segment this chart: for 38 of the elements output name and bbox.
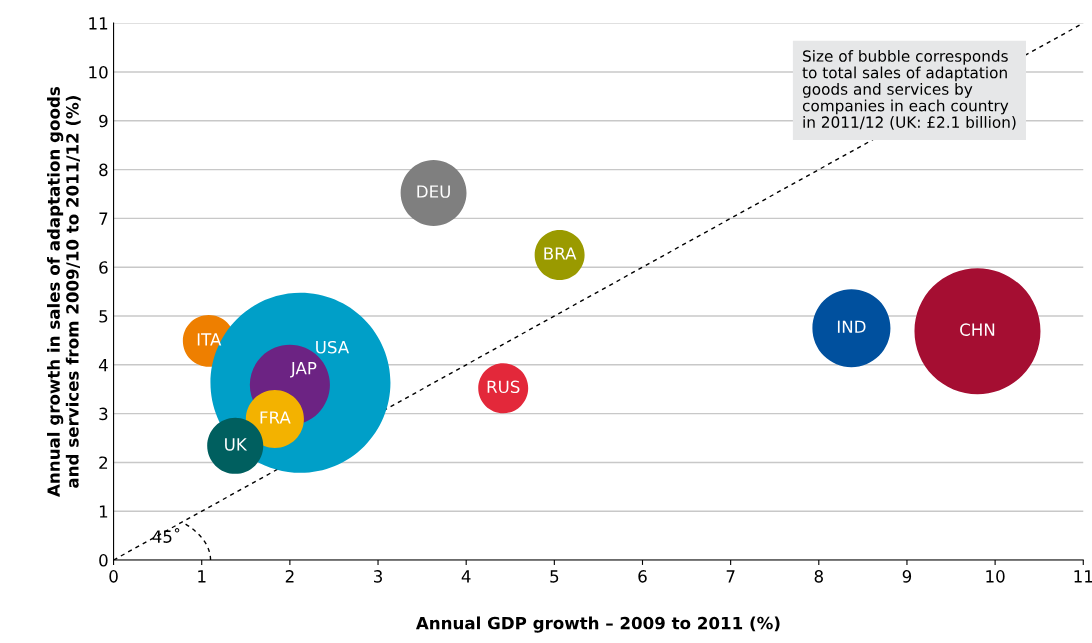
annotation: Size of bubble corresponds to total sales of adaptation goods and services by companies in each country in 2011/12 (UK: £2.1 billion) [802,49,1016,130]
series-label: DEU [417,185,450,198]
y-axis-title: Annual growth in sales of adaptation goods and services from 2009/10 to 2011/12 (%) [47,87,81,497]
y-tick-label: 4 [98,359,108,372]
x-tick-label: 11 [1074,570,1092,583]
x-tick-label: 10 [986,570,1005,583]
series-label: BRA [544,247,577,260]
x-tick-label: 7 [726,570,735,583]
y-tick-label: 7 [99,212,108,225]
y-tick-label: 1 [99,505,108,518]
y-tick-label: 5 [99,310,108,323]
x-axis-title: Annual GDP growth – 2009 to 2011 (%) [415,616,780,633]
series-label: JAP [289,362,317,378]
x-tick-label: 1 [198,570,206,583]
y-tick-label: 10 [89,65,108,79]
x-tick-label: 6 [638,570,647,583]
x-tick-label: 0 [109,570,118,583]
y-tick-label: 2 [99,456,108,469]
series-label: UK [225,438,248,451]
x-tick-label: 5 [550,570,559,583]
x-tick-label: 4 [461,570,471,583]
x-tick-label: 9 [902,570,912,583]
series-label: ITA [197,333,222,346]
series-label: FRA [260,411,291,424]
y-tick-label: 3 [99,407,108,421]
y-tick-label: 9 [99,114,108,128]
x-tick-label: 8 [814,570,823,583]
y-tick-label: 6 [99,261,108,274]
y-tick-label: 11 [89,17,108,30]
series-label: USA [316,340,350,354]
x-tick-label: 3 [374,570,382,583]
x-tick-label: 2 [285,570,294,583]
series-label: CHN [960,323,995,336]
y-tick-label: 8 [99,163,108,177]
annotation: 45˚ [152,528,180,543]
series-label: IND [837,320,866,333]
y-tick-label: 0 [99,554,108,567]
series-label: RUS [487,380,520,394]
